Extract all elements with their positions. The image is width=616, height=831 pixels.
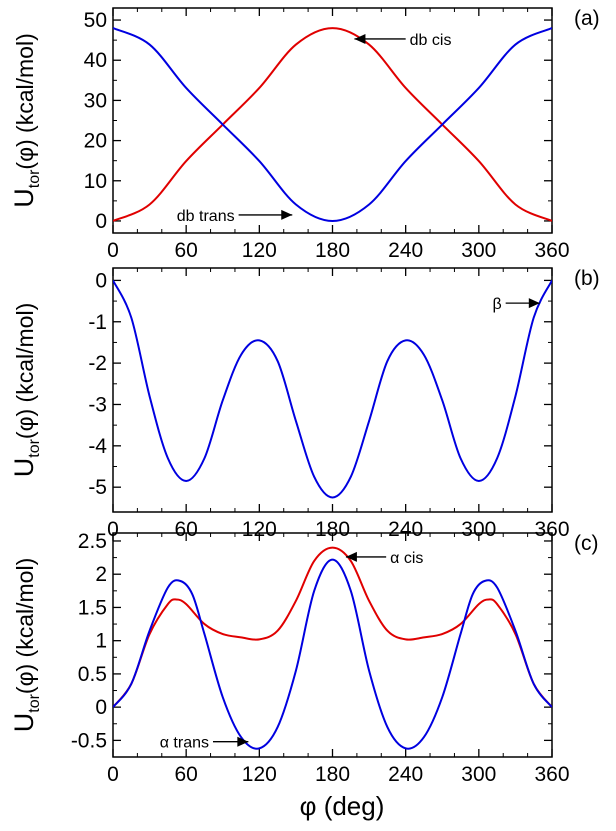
y-tick-label: 20 xyxy=(84,130,107,153)
x-tick-label: 0 xyxy=(107,239,119,262)
panel-a: 0 60 120 180 240 300 360 0 10 20 30 40 50 db cis db tr… xyxy=(9,7,600,262)
x-tick-label: 180 xyxy=(315,763,350,786)
y-tick-label: -1 xyxy=(88,311,107,334)
series-line xyxy=(113,546,552,708)
x-axis-label: φ (deg) xyxy=(300,791,385,821)
panel-tag: (a) xyxy=(574,7,600,30)
y-tick-label: 0 xyxy=(95,269,107,292)
x-tick-label: 360 xyxy=(534,518,569,541)
plot-frame xyxy=(112,267,553,513)
x-tick-label: 360 xyxy=(534,763,569,786)
y-tick-label: 0 xyxy=(95,210,107,233)
annotation-arrow-head xyxy=(237,736,249,747)
y-tick-label: 2 xyxy=(95,563,107,586)
y-tick-label: -0.5 xyxy=(71,729,107,752)
annotation-label: α cis xyxy=(390,550,423,567)
y-tick-label: -3 xyxy=(88,393,107,416)
y-axis-label: Utor(φ) (kcal/mol) xyxy=(9,303,43,477)
y-axis-label: Utor(φ) (kcal/mol) xyxy=(9,33,43,207)
panel-c: 0 60 120 180 240 300 360-0.500.511.522.5α cisα… xyxy=(9,530,599,786)
x-tick-label: 300 xyxy=(461,763,496,786)
annotation-arrow-head xyxy=(354,33,366,44)
y-tick-label: 0.5 xyxy=(78,663,107,686)
y-tick-label: -5 xyxy=(88,476,107,499)
y-tick-label: 0 xyxy=(95,696,107,719)
x-tick-label: 60 xyxy=(174,763,197,786)
x-tick-label: 60 xyxy=(174,518,197,541)
x-tick-label: 240 xyxy=(388,518,423,541)
panel-b: 0 60 120 180 240 300 360 0 -1 -2 -3 -4 -5 β (b) Utor(φ)… xyxy=(9,267,600,541)
y-axis-label: Utor(φ) (kcal/mol) xyxy=(9,558,43,732)
x-tick-label: 180 xyxy=(315,239,350,262)
y-tick-label: -4 xyxy=(88,435,107,458)
x-tick-label: 360 xyxy=(534,239,569,262)
panel-tag: (c) xyxy=(574,532,599,555)
annotation-label: db cis xyxy=(410,32,452,49)
x-tick-label: 240 xyxy=(388,239,423,262)
series-line xyxy=(113,27,552,222)
series-line xyxy=(113,558,552,750)
x-tick-label: 120 xyxy=(242,763,277,786)
annotation-label: α trans xyxy=(160,735,209,752)
y-tick-label: 10 xyxy=(84,170,107,193)
series-line xyxy=(113,27,552,222)
x-tick-label: 180 xyxy=(315,518,350,541)
x-tick-label: 120 xyxy=(242,518,277,541)
x-tick-label: 0 xyxy=(107,518,119,541)
annotation-label: β xyxy=(492,296,501,313)
x-tick-label: 0 xyxy=(107,763,119,786)
series-line xyxy=(113,279,552,499)
x-tick-label: 300 xyxy=(461,518,496,541)
annotation-label: db trans xyxy=(177,208,235,225)
x-tick-label: 300 xyxy=(461,239,496,262)
annotation-arrow-head xyxy=(281,209,293,220)
y-tick-label: 30 xyxy=(84,89,107,112)
y-tick-label: 50 xyxy=(84,9,107,32)
y-tick-label: 1.5 xyxy=(78,596,107,619)
y-tick-label: 2.5 xyxy=(78,530,107,553)
x-tick-label: 60 xyxy=(174,239,197,262)
annotation-arrow-head xyxy=(345,551,357,562)
plot-frame xyxy=(112,7,553,234)
x-tick-label: 120 xyxy=(242,239,277,262)
y-tick-label: 40 xyxy=(84,49,107,72)
x-tick-label: 240 xyxy=(388,763,423,786)
annotation-arrow-head xyxy=(528,298,540,309)
y-tick-label: 1 xyxy=(95,630,107,653)
plot-frame xyxy=(112,532,553,758)
panel-tag: (b) xyxy=(574,267,600,290)
y-tick-label: -2 xyxy=(88,352,107,375)
